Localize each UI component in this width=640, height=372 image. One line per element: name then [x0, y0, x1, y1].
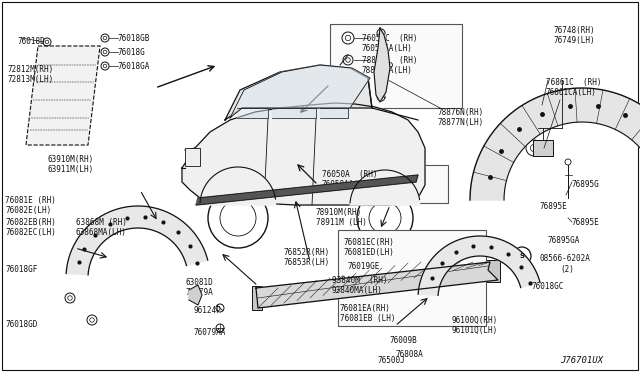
Text: 78910M(RH): 78910M(RH) — [316, 208, 362, 217]
Text: 76082EC(LH): 76082EC(LH) — [5, 228, 56, 237]
Text: 76058CA(LH): 76058CA(LH) — [362, 44, 413, 53]
Text: J76701UX: J76701UX — [560, 356, 603, 365]
Text: 76808A: 76808A — [396, 350, 424, 359]
Polygon shape — [470, 88, 640, 200]
Text: 76018GC: 76018GC — [532, 282, 564, 291]
Text: 76018GA: 76018GA — [118, 62, 150, 71]
Text: 96101Q(LH): 96101Q(LH) — [452, 326, 499, 335]
Text: 76895E: 76895E — [572, 218, 600, 227]
Polygon shape — [350, 170, 420, 205]
Text: 78911M (LH): 78911M (LH) — [316, 218, 367, 227]
Text: 76079AA: 76079AA — [194, 328, 227, 337]
Bar — [338, 230, 486, 326]
Text: 76852R(RH): 76852R(RH) — [283, 248, 329, 257]
Text: 76081ED(LH): 76081ED(LH) — [344, 248, 395, 257]
Text: 76895GA: 76895GA — [548, 236, 580, 245]
Text: 76500J: 76500J — [378, 356, 406, 365]
Text: 76081EC(RH): 76081EC(RH) — [344, 238, 395, 247]
Text: 76749(LH): 76749(LH) — [554, 36, 596, 45]
Bar — [185, 148, 200, 166]
Text: 76082EB(RH): 76082EB(RH) — [5, 218, 56, 227]
Text: 76018G: 76018G — [118, 48, 146, 57]
Text: 76853R(LH): 76853R(LH) — [283, 258, 329, 267]
Polygon shape — [200, 167, 276, 205]
Polygon shape — [418, 236, 540, 295]
Text: 63868M (RH): 63868M (RH) — [76, 218, 127, 227]
Text: 76861C  (RH): 76861C (RH) — [546, 78, 602, 87]
Text: 76748(RH): 76748(RH) — [554, 26, 596, 35]
Text: S: S — [520, 253, 525, 259]
Text: 76019GE: 76019GE — [348, 262, 380, 271]
Text: 63081D: 63081D — [186, 278, 214, 287]
Text: 76018GF: 76018GF — [5, 265, 37, 274]
Text: 78877N(LH): 78877N(LH) — [438, 118, 484, 127]
Polygon shape — [237, 108, 268, 118]
Polygon shape — [196, 175, 418, 205]
Text: 76018GD: 76018GD — [5, 320, 37, 329]
Text: 08566-6202A: 08566-6202A — [540, 254, 591, 263]
Text: 93840MA(LH): 93840MA(LH) — [332, 286, 383, 295]
Bar — [533, 140, 553, 156]
Bar — [252, 286, 262, 310]
Text: 76079A: 76079A — [186, 288, 214, 297]
Bar — [330, 24, 462, 108]
Text: 72813M(LH): 72813M(LH) — [8, 75, 54, 84]
Text: 63910M(RH): 63910M(RH) — [48, 155, 94, 164]
Text: 76081EB (LH): 76081EB (LH) — [340, 314, 396, 323]
Bar — [486, 260, 500, 282]
Text: 78870GA(LH): 78870GA(LH) — [362, 66, 413, 75]
Text: 96124P: 96124P — [194, 306, 221, 315]
Text: 76018D: 76018D — [18, 37, 45, 46]
Text: 76058AA(LH): 76058AA(LH) — [322, 180, 373, 189]
Text: 76082E(LH): 76082E(LH) — [5, 206, 51, 215]
Polygon shape — [230, 65, 370, 118]
Polygon shape — [320, 108, 348, 118]
Text: 93840M  (RH): 93840M (RH) — [332, 276, 387, 285]
Text: 63868MA(LH): 63868MA(LH) — [76, 228, 127, 237]
Text: 76018GB: 76018GB — [118, 34, 150, 43]
Text: 76081E (RH): 76081E (RH) — [5, 196, 56, 205]
Text: 76009B: 76009B — [390, 336, 418, 345]
Text: 72812M(RH): 72812M(RH) — [8, 65, 54, 74]
Text: 76895G: 76895G — [572, 180, 600, 189]
Text: 76895E: 76895E — [540, 202, 568, 211]
Bar — [318, 165, 448, 203]
Text: 63911M(LH): 63911M(LH) — [48, 165, 94, 174]
Polygon shape — [189, 285, 202, 305]
Text: 76081EA(RH): 76081EA(RH) — [340, 304, 391, 313]
Polygon shape — [182, 103, 425, 205]
Polygon shape — [26, 46, 100, 145]
Text: 96100Q(RH): 96100Q(RH) — [452, 316, 499, 325]
Text: (2): (2) — [560, 265, 574, 274]
Polygon shape — [256, 262, 498, 308]
Text: 78876N(RH): 78876N(RH) — [438, 108, 484, 117]
Text: 78870G  (RH): 78870G (RH) — [362, 56, 417, 65]
Text: 76058C  (RH): 76058C (RH) — [362, 34, 417, 43]
Polygon shape — [374, 28, 390, 102]
Text: 76861CA(LH): 76861CA(LH) — [546, 88, 597, 97]
Polygon shape — [66, 206, 208, 275]
Polygon shape — [272, 108, 316, 118]
Text: 76050A  (RH): 76050A (RH) — [322, 170, 378, 179]
Polygon shape — [225, 65, 372, 120]
